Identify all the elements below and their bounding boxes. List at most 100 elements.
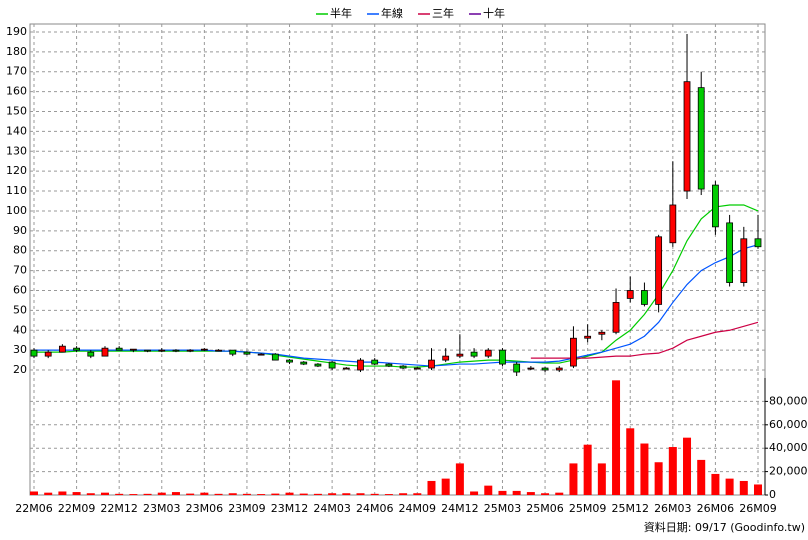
candle-body [129,348,137,351]
candle-body [584,335,592,339]
y-tick-label: 80 [13,244,27,257]
x-tick-label: 26M06 [697,502,735,515]
volume-bar [399,493,408,495]
volume-bar [30,491,38,495]
volume-bar [597,463,606,495]
y-tick-label: 120 [6,164,27,177]
x-tick-label: 23M06 [186,502,224,515]
volume-bar [427,480,436,495]
y-tick-label: 20 [13,363,27,376]
volume-bar [697,459,706,495]
candle-body [456,353,464,357]
x-tick-label: 25M03 [484,502,522,515]
candle-body [58,345,66,353]
x-tick-label: 25M06 [526,502,564,515]
x-tick-label: 23M09 [228,502,266,515]
candle-body [541,367,549,371]
candle-body [399,365,407,369]
footer: 資料日期: 09/17 (Goodinfo.tw) [644,520,805,534]
volume-bar [455,463,464,495]
candle-body [641,290,648,305]
volume-bar [555,492,564,495]
candle-body [215,349,222,352]
candle-body [87,351,95,357]
volume-bar [583,444,592,495]
volume-bar [441,478,450,495]
candle-body [44,351,52,357]
x-tick-label: 23M03 [143,502,181,515]
volume-bar [356,493,365,495]
candle-body [257,353,265,356]
ma-line [34,204,759,368]
volume-bar [214,493,223,495]
volume-bar [200,492,209,495]
candle-body [527,367,535,370]
y-tick-label: 40 [13,323,27,336]
y-tick-label: 130 [6,144,27,157]
volume-bar [626,428,635,495]
volume-bar [541,493,550,495]
candle-body [712,184,719,228]
plot-frame [29,23,766,496]
y2-tick-label: 60,000 [769,418,808,431]
candle-body [499,349,506,365]
x-tick-label: 25M12 [611,502,649,515]
legend-label: 半年 [330,6,352,20]
volume-bar [370,493,379,495]
y-tick-label: 170 [6,65,27,78]
volume-bar [470,491,479,495]
volume-bar [228,493,237,495]
candle-body [328,361,336,369]
candle-body [570,337,577,367]
candle-body [655,236,663,305]
candle-body [683,81,691,192]
volume-bar [384,494,393,495]
volume-bar [58,491,67,495]
candle-body [314,363,322,367]
candle-body [470,351,478,357]
legend-label: 十年 [483,6,505,20]
volume-bar [186,493,195,495]
y2-tick-label: 0 [769,488,776,501]
y-tick-label: 50 [13,303,27,316]
candle-body [73,347,80,351]
volume-bar [668,447,677,495]
y-tick-label: 30 [13,343,27,356]
volume-bar [484,485,493,495]
candle-body [30,349,38,357]
volume-bar [285,492,294,495]
y-tick-label: 150 [6,105,27,118]
candle-body [172,349,180,352]
volume-bar [115,493,124,495]
x-tick-label: 24M09 [399,502,437,515]
volume-bar [129,494,138,495]
volume-bar [171,492,180,495]
volume-bar [313,493,322,495]
candle-body [115,347,123,351]
volume-bar [754,484,762,495]
candle-body [357,359,364,371]
y2-tick-label: 80,000 [769,394,808,407]
candle-body [200,348,208,351]
candle-body [101,347,109,357]
candle-body [186,349,194,352]
x-tick-label: 26M03 [654,502,692,515]
volume-bar [328,493,337,495]
volume-bar [257,494,266,495]
volume-bar [683,437,692,495]
y2-tick-label: 40,000 [769,441,808,454]
volume-bar [711,473,720,495]
candle-body [754,238,762,248]
y-tick-label: 160 [6,85,27,98]
volume-bar [271,493,280,495]
volume-bar [612,380,621,495]
candle-body [158,349,166,352]
candle-body [271,353,279,361]
candle-body [598,331,606,335]
x-tick-label: 25M09 [569,502,607,515]
candle-body [371,359,379,365]
y-tick-label: 110 [6,184,27,197]
y-tick-label: 190 [6,25,27,38]
y2-tick-label: 20,000 [769,465,808,478]
candle-body [726,222,734,283]
